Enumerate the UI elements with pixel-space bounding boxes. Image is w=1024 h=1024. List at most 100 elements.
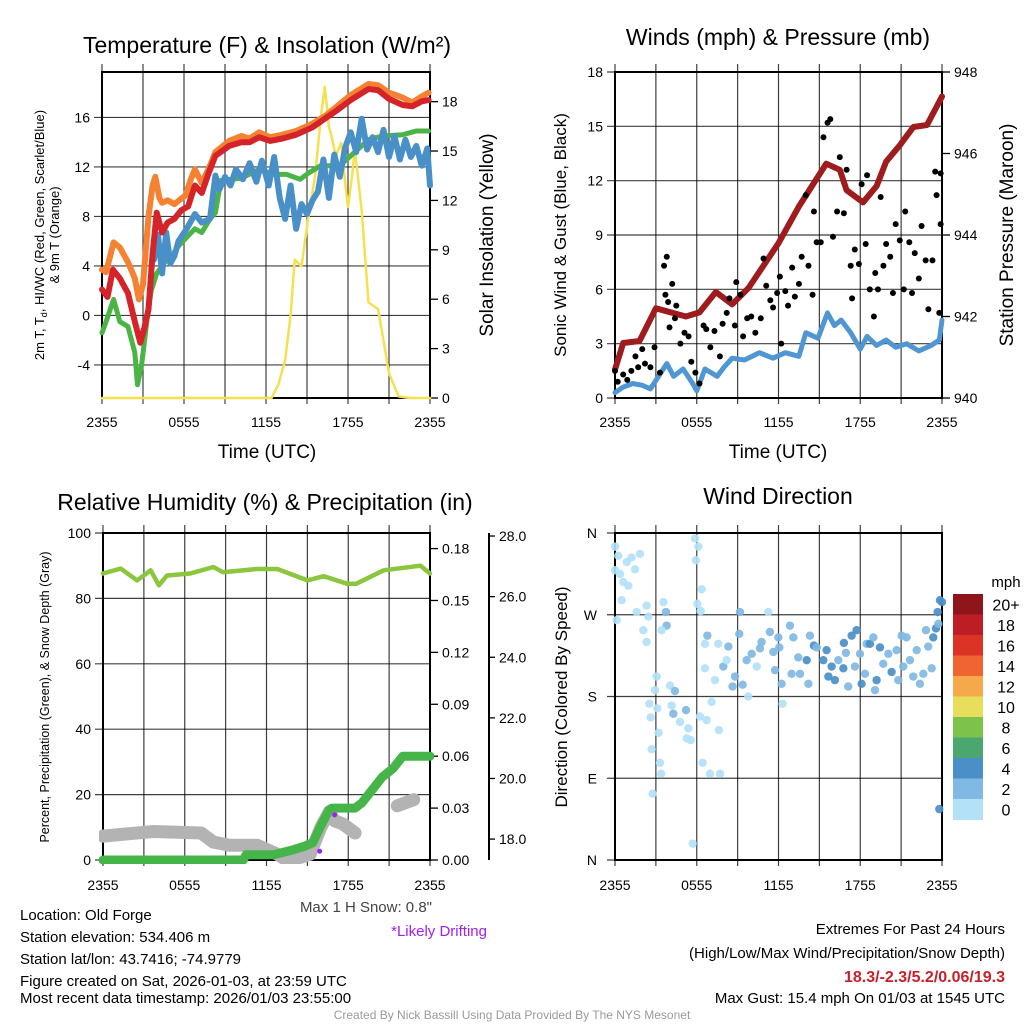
gust-point xyxy=(767,297,774,304)
ylabel-subscript: d xyxy=(39,312,49,317)
y-tick-label: N xyxy=(587,525,597,541)
right-tick-label: 0.00 xyxy=(442,852,469,868)
wind-direction-point xyxy=(656,769,666,778)
right-tick-label: 0 xyxy=(442,390,450,406)
wind-direction-point xyxy=(830,675,840,685)
right-tick-label: 948 xyxy=(954,64,978,80)
colorbar-swatch xyxy=(953,696,983,718)
plot-frame xyxy=(614,532,943,861)
gust-point xyxy=(896,237,903,244)
wind-direction-point xyxy=(921,625,931,635)
right-tick-label: 944 xyxy=(954,227,978,243)
wind-direction-point xyxy=(824,672,833,681)
gust-point xyxy=(731,322,738,329)
x-tick-label: 1155 xyxy=(763,877,793,893)
wind-direction-point xyxy=(653,704,662,713)
y-tick-label: 9 xyxy=(595,227,603,243)
wind-direction-point xyxy=(710,675,720,685)
wind-direction-point xyxy=(697,585,706,594)
snow-tick-label: 28.0 xyxy=(499,528,526,544)
wind-direction-point xyxy=(769,647,778,657)
wind-direction-point xyxy=(684,724,693,733)
gust-point xyxy=(665,299,672,306)
wind-direction-point xyxy=(927,664,936,673)
hi-wc-line xyxy=(150,115,433,277)
wind-direction-point xyxy=(872,675,881,685)
gust-point xyxy=(737,291,744,298)
ylabel-part: , HI/WC (Red, Green, Scarlet/Blue) xyxy=(32,110,47,312)
gust-point xyxy=(925,306,932,313)
gust-point xyxy=(870,313,877,320)
winds-panel: Winds (mph) & Pressure (mb) Sonic Wind &… xyxy=(551,24,1018,463)
colorbar-label: 8 xyxy=(1002,720,1011,737)
x-tick-label: 2355 xyxy=(414,877,445,893)
gust-point xyxy=(663,253,670,260)
gust-point xyxy=(620,371,627,378)
wind-direction-point xyxy=(646,713,655,722)
gust-point xyxy=(809,291,816,298)
wind-direction-point xyxy=(696,606,705,616)
y-tick-label: N xyxy=(587,852,597,868)
humidity-title: Relative Humidity (%) & Precipitation (i… xyxy=(57,489,472,515)
right-tick-label: 18 xyxy=(442,94,458,110)
gust-point xyxy=(733,279,740,286)
wind-direction-point xyxy=(933,607,942,617)
right-tick-label: 946 xyxy=(954,146,978,162)
colorbar-label: 2 xyxy=(1002,782,1011,799)
colorbar-swatch xyxy=(953,737,983,759)
gust-point xyxy=(628,367,635,374)
colorbar-swatch xyxy=(953,655,983,677)
colorbar-swatch xyxy=(953,635,983,656)
gust-point xyxy=(770,304,777,311)
wind-direction-point xyxy=(670,686,680,696)
gust-point xyxy=(849,295,856,302)
gust-point xyxy=(662,291,669,298)
gust-point xyxy=(909,289,916,296)
wind-direction-point xyxy=(839,638,849,648)
wind-direction-point xyxy=(665,681,675,690)
gust-point xyxy=(677,340,684,347)
gust-point xyxy=(798,253,805,260)
gust-point xyxy=(932,168,939,175)
gust-point xyxy=(795,280,802,287)
wind-direction-point xyxy=(657,625,666,635)
snow-tick-label: 20.0 xyxy=(499,770,526,786)
gust-point xyxy=(830,233,836,240)
max-snow-label: Max 1 H Snow: 0.8" xyxy=(300,899,432,916)
gust-point xyxy=(763,282,770,289)
gust-point xyxy=(624,376,631,383)
x-tick-label: 2355 xyxy=(926,414,957,430)
wind-direction-point xyxy=(847,631,856,640)
wind-direction-point xyxy=(675,717,685,727)
right-tick-label: 0.06 xyxy=(442,748,469,764)
recent-timestamp: Most recent data timestamp: 2026/01/03 2… xyxy=(20,990,351,1007)
temperature-ylabel-line2: & 9m T (Orange) xyxy=(47,186,62,283)
y-tick-label: 12 xyxy=(587,173,603,189)
wind-direction-point xyxy=(617,596,626,605)
gust-point xyxy=(647,364,654,371)
snow-tick-label: 22.0 xyxy=(499,710,526,726)
snow-tick-label: 18.0 xyxy=(499,831,526,847)
gust-point xyxy=(740,333,747,340)
wind-direction-point xyxy=(752,662,761,671)
gust-point xyxy=(673,302,680,309)
wind-direction-point xyxy=(804,679,813,688)
gust-point xyxy=(887,253,894,260)
wind-direction-point xyxy=(738,680,747,689)
colorbar-swatch xyxy=(953,594,983,615)
x-tick-label: 0555 xyxy=(681,877,712,893)
gust-point xyxy=(847,262,854,269)
pressure-ylabel: Station Pressure (Maroon) xyxy=(997,124,1018,347)
wind-direction-point xyxy=(899,662,908,671)
colorbar-swatch xyxy=(953,614,983,636)
gust-point xyxy=(902,208,909,215)
gust-point xyxy=(782,288,789,295)
gust-point xyxy=(915,275,922,282)
gust-point xyxy=(711,327,718,334)
wind-direction-point xyxy=(669,709,678,718)
wind-direction-point xyxy=(935,804,944,814)
gust-point xyxy=(892,221,899,228)
x-tick-label: 1155 xyxy=(251,414,281,430)
wind-direction-point xyxy=(857,679,866,688)
wind-direction-point xyxy=(919,669,928,678)
